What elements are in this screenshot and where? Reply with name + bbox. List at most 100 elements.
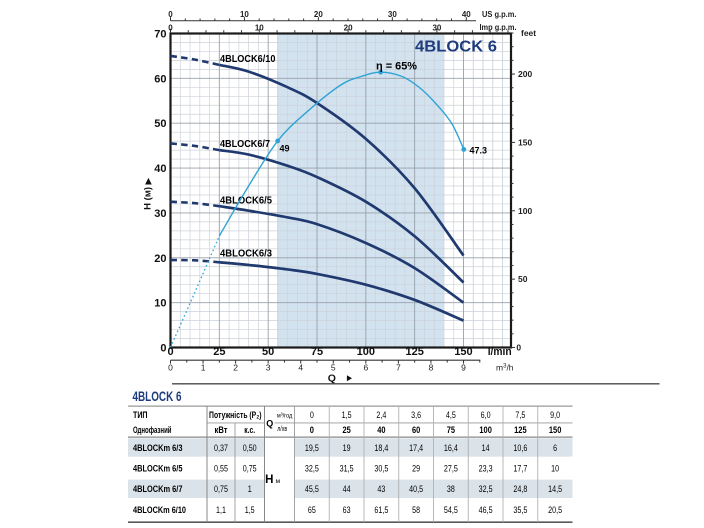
- svg-text:150: 150: [454, 346, 472, 358]
- svg-text:50: 50: [518, 274, 528, 284]
- svg-text:17,7: 17,7: [513, 464, 527, 475]
- svg-text:H (м) ▶: H (м) ▶: [143, 177, 154, 210]
- svg-text:4: 4: [298, 362, 303, 372]
- svg-text:18,4: 18,4: [374, 443, 388, 454]
- svg-text:24,8: 24,8: [513, 484, 527, 495]
- svg-text:0: 0: [168, 362, 173, 372]
- svg-text:4BLOCK6/10: 4BLOCK6/10: [220, 54, 276, 65]
- svg-text:30: 30: [432, 23, 441, 32]
- svg-text:4,5: 4,5: [446, 410, 456, 421]
- svg-text:4BLOCK6/5: 4BLOCK6/5: [220, 196, 272, 207]
- svg-text:150: 150: [518, 137, 532, 147]
- svg-text:20: 20: [154, 253, 166, 265]
- svg-text:4BLOCKm 6/5: 4BLOCKm 6/5: [133, 464, 183, 475]
- svg-text:кВт: кВт: [215, 425, 228, 436]
- svg-text:35,5: 35,5: [513, 505, 527, 516]
- svg-text:0: 0: [160, 343, 166, 355]
- svg-text:63: 63: [343, 505, 351, 516]
- svg-text:US g.p.m.: US g.p.m.: [482, 9, 517, 19]
- svg-text:6: 6: [363, 362, 368, 372]
- svg-text:100: 100: [479, 425, 492, 436]
- svg-text:9: 9: [461, 362, 466, 372]
- svg-text:17,4: 17,4: [409, 443, 423, 454]
- svg-text:54,5: 54,5: [444, 505, 458, 516]
- svg-text:Q: Q: [328, 373, 336, 385]
- svg-text:16,4: 16,4: [444, 443, 458, 454]
- svg-text:H: H: [265, 474, 273, 486]
- svg-text:0,75: 0,75: [243, 464, 257, 475]
- svg-text:20: 20: [344, 23, 353, 32]
- svg-text:6,0: 6,0: [481, 410, 491, 421]
- svg-text:7: 7: [396, 362, 401, 372]
- svg-text:0: 0: [168, 23, 173, 32]
- svg-text:44: 44: [343, 484, 351, 495]
- svg-text:30: 30: [388, 10, 397, 19]
- svg-text:40: 40: [377, 425, 385, 436]
- svg-text:40: 40: [462, 10, 471, 19]
- svg-text:м: м: [276, 478, 281, 485]
- svg-text:31,5: 31,5: [340, 464, 354, 475]
- svg-text:58: 58: [412, 505, 420, 516]
- svg-text:75: 75: [311, 346, 323, 358]
- svg-text:3: 3: [266, 362, 271, 372]
- svg-text:100: 100: [518, 206, 532, 216]
- svg-text:0: 0: [168, 10, 173, 19]
- svg-text:65: 65: [308, 505, 316, 516]
- svg-text:150: 150: [549, 425, 562, 436]
- svg-text:47.3: 47.3: [470, 146, 488, 156]
- svg-text:14: 14: [482, 443, 490, 454]
- svg-text:50: 50: [154, 118, 166, 130]
- svg-text:Q: Q: [266, 418, 273, 428]
- svg-text:6: 6: [553, 443, 557, 454]
- svg-text:25: 25: [342, 425, 351, 436]
- svg-text:1,1: 1,1: [216, 505, 226, 516]
- svg-text:23,3: 23,3: [479, 464, 493, 475]
- svg-text:0,37: 0,37: [214, 443, 228, 454]
- svg-text:4BLOCK 6: 4BLOCK 6: [133, 389, 182, 404]
- svg-text:10: 10: [551, 464, 559, 475]
- svg-text:125: 125: [405, 346, 423, 358]
- svg-text:30,5: 30,5: [374, 464, 388, 475]
- svg-text:61,5: 61,5: [374, 505, 388, 516]
- svg-text:1: 1: [201, 362, 206, 372]
- svg-text:1: 1: [248, 484, 252, 495]
- svg-text:1,5: 1,5: [245, 505, 255, 516]
- svg-text:0: 0: [516, 343, 521, 353]
- svg-text:9,0: 9,0: [550, 410, 560, 421]
- svg-text:40: 40: [154, 163, 166, 175]
- svg-text:feet: feet: [521, 28, 536, 38]
- svg-text:43: 43: [377, 484, 385, 495]
- svg-text:1,5: 1,5: [342, 410, 352, 421]
- svg-text:2,4: 2,4: [376, 410, 386, 421]
- svg-text:30: 30: [154, 208, 166, 220]
- svg-text:40,5: 40,5: [409, 484, 423, 495]
- svg-text:4BLOCKm 6/3: 4BLOCKm 6/3: [133, 443, 183, 454]
- svg-text:л/хв: л/хв: [277, 426, 287, 433]
- svg-text:49: 49: [280, 144, 290, 154]
- svg-text:l/min: l/min: [488, 346, 512, 358]
- svg-text:200: 200: [518, 69, 532, 79]
- svg-text:0,55: 0,55: [214, 464, 228, 475]
- svg-text:Потужність (P₂): Потужність (P₂): [209, 410, 262, 421]
- svg-text:19: 19: [343, 443, 351, 454]
- svg-text:32,5: 32,5: [479, 484, 493, 495]
- svg-text:75: 75: [447, 425, 456, 436]
- svg-text:10: 10: [154, 298, 166, 310]
- svg-text:45,5: 45,5: [305, 484, 319, 495]
- svg-text:4BLOCK6/7: 4BLOCK6/7: [220, 139, 270, 150]
- svg-text:8: 8: [429, 362, 434, 372]
- svg-text:70: 70: [154, 29, 166, 41]
- svg-text:46,5: 46,5: [479, 505, 493, 516]
- svg-text:0: 0: [167, 346, 173, 358]
- svg-text:10,6: 10,6: [513, 443, 527, 454]
- svg-text:125: 125: [514, 425, 527, 436]
- svg-text:10: 10: [240, 10, 249, 19]
- svg-text:м³/год: м³/год: [277, 413, 293, 420]
- svg-text:ТИП: ТИП: [133, 410, 148, 421]
- svg-text:Однофазний: Однофазний: [133, 425, 172, 436]
- svg-text:Imp g.p.m.: Imp g.p.m.: [480, 22, 517, 32]
- svg-text:25: 25: [213, 346, 225, 358]
- svg-text:20: 20: [314, 10, 323, 19]
- svg-text:4BLOCK 6: 4BLOCK 6: [415, 39, 497, 56]
- svg-text:20,5: 20,5: [548, 505, 562, 516]
